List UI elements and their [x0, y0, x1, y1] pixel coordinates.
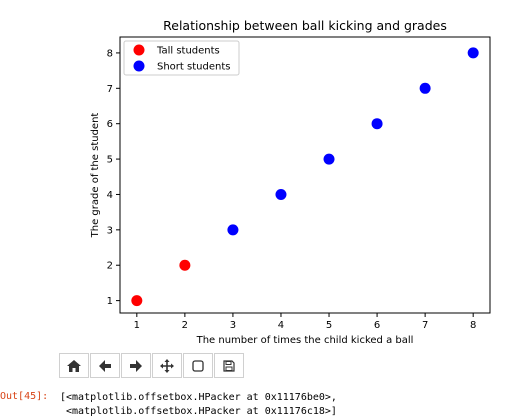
x-tick-label: 3	[230, 320, 236, 331]
point-short-students	[275, 188, 287, 200]
y-tick-label: 5	[107, 155, 113, 166]
home-icon	[67, 359, 81, 372]
x-tick-label: 4	[278, 320, 284, 331]
x-tick-label: 1	[134, 320, 140, 331]
y-axis-label: The grade of the student	[90, 113, 101, 239]
legend-marker	[133, 60, 145, 72]
save-icon	[223, 359, 235, 372]
pan-move-icon	[160, 358, 174, 373]
output-line: [<matplotlib.offsetbox.HPacker at 0x1117…	[60, 392, 337, 403]
zoom-button[interactable]	[183, 353, 213, 378]
point-short-students	[467, 47, 479, 59]
x-tick-label: 7	[422, 320, 428, 331]
legend-box	[123, 40, 240, 76]
figure-toolbar	[59, 353, 245, 380]
y-tick-label: 7	[107, 84, 113, 95]
forward-arrow-icon	[130, 359, 142, 372]
point-short-students	[371, 118, 383, 130]
plot-area	[119, 36, 491, 314]
point-short-students	[227, 224, 239, 236]
point-short-students	[323, 153, 335, 165]
zoom-rect-icon	[192, 359, 204, 372]
legend-marker	[133, 44, 145, 56]
legend: Tall students Short students	[123, 40, 240, 76]
output-text: [<matplotlib.offsetbox.HPacker at 0x1117…	[60, 391, 337, 419]
back-arrow-icon	[99, 359, 111, 372]
x-tick-label: 2	[182, 320, 188, 331]
point-tall-students	[179, 259, 191, 271]
point-short-students	[419, 82, 431, 94]
y-tick-label: 6	[107, 119, 113, 130]
y-tick-label: 3	[107, 225, 113, 236]
legend-label: Tall students	[156, 46, 220, 57]
home-button[interactable]	[59, 353, 89, 378]
output-prompt: Out[45]:	[0, 391, 49, 402]
x-tick-label: 5	[326, 320, 332, 331]
forward-button[interactable]	[121, 353, 151, 378]
save-button[interactable]	[214, 353, 244, 378]
y-tick-label: 8	[107, 48, 113, 59]
y-tick-label: 2	[107, 261, 113, 272]
output-line: <matplotlib.offsetbox.HPacker at 0x11176…	[60, 406, 337, 417]
scatter-chart: Relationship between ball kicking and gr…	[90, 18, 491, 346]
y-tick-label: 4	[107, 190, 113, 201]
point-tall-students	[131, 295, 143, 307]
x-tick-label: 8	[470, 320, 476, 331]
y-tick-label: 1	[107, 296, 113, 307]
back-button[interactable]	[90, 353, 120, 378]
legend-label: Short students	[157, 62, 230, 73]
chart-title: Relationship between ball kicking and gr…	[163, 18, 447, 33]
x-tick-label: 6	[374, 320, 380, 331]
pan-button[interactable]	[152, 353, 182, 378]
x-axis-label: The number of times the child kicked a b…	[196, 335, 414, 346]
